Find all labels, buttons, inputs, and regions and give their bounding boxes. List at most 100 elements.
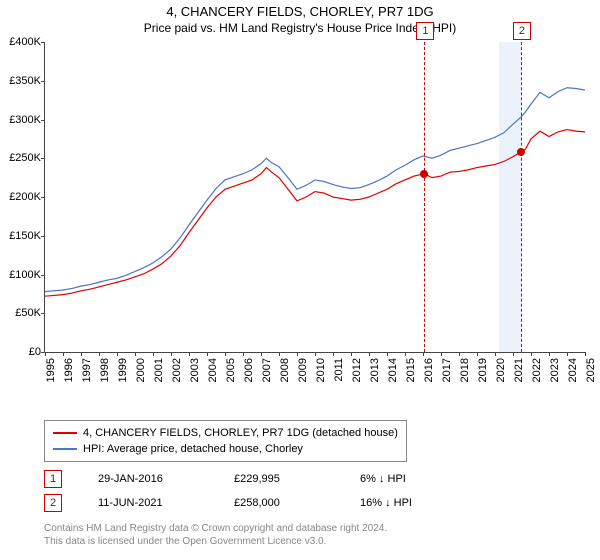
x-tick-label: 1997	[81, 358, 93, 382]
y-tick-label: £200K	[9, 191, 45, 203]
sale-price: £258,000	[234, 497, 324, 509]
x-tick	[207, 352, 208, 356]
sale-date: 29-JAN-2016	[98, 473, 198, 485]
legend-item: 4, CHANCERY FIELDS, CHORLEY, PR7 1DG (de…	[53, 425, 398, 441]
y-tick-label: £150K	[9, 230, 45, 242]
x-tick	[567, 352, 568, 356]
footer-line-1: Contains HM Land Registry data © Crown c…	[44, 522, 387, 535]
y-tick-label: £100K	[9, 269, 45, 281]
legend-item: HPI: Average price, detached house, Chor…	[53, 441, 398, 457]
x-tick-label: 1995	[45, 358, 57, 382]
sale-delta: 16% ↓ HPI	[360, 497, 412, 509]
y-tick-label: £300K	[9, 114, 45, 126]
x-tick	[531, 352, 532, 356]
x-tick-label: 2006	[243, 358, 255, 382]
x-tick-label: 2019	[477, 358, 489, 382]
y-tick-label: £400K	[9, 36, 45, 48]
y-tick-label: £250K	[9, 152, 45, 164]
x-tick	[63, 352, 64, 356]
x-tick-label: 1999	[117, 358, 129, 382]
x-tick-label: 2007	[261, 358, 273, 382]
legend: 4, CHANCERY FIELDS, CHORLEY, PR7 1DG (de…	[44, 420, 407, 462]
x-tick-label: 1996	[63, 358, 75, 382]
x-tick	[387, 352, 388, 356]
marker-vline	[521, 42, 522, 352]
x-tick	[513, 352, 514, 356]
marker-dot	[420, 170, 428, 178]
marker-vline	[424, 42, 425, 352]
x-tick	[45, 352, 46, 356]
marker-box: 1	[416, 22, 434, 40]
x-tick	[405, 352, 406, 356]
x-tick-label: 2022	[531, 358, 543, 382]
sale-marker: 1	[44, 470, 62, 488]
x-tick	[333, 352, 334, 356]
x-tick-label: 2002	[171, 358, 183, 382]
x-tick	[459, 352, 460, 356]
x-tick	[297, 352, 298, 356]
x-tick-label: 2018	[459, 358, 471, 382]
x-tick-label: 2012	[351, 358, 363, 382]
x-tick-label: 2003	[189, 358, 201, 382]
sale-delta: 6% ↓ HPI	[360, 473, 406, 485]
y-tick-label: £50K	[15, 307, 45, 319]
x-tick	[153, 352, 154, 356]
x-tick	[135, 352, 136, 356]
x-tick	[423, 352, 424, 356]
footer-line-2: This data is licensed under the Open Gov…	[44, 535, 387, 548]
x-tick	[99, 352, 100, 356]
x-tick-label: 2000	[135, 358, 147, 382]
x-tick-label: 2017	[441, 358, 453, 382]
x-tick	[315, 352, 316, 356]
legend-label: 4, CHANCERY FIELDS, CHORLEY, PR7 1DG (de…	[83, 427, 398, 439]
x-tick-label: 2013	[369, 358, 381, 382]
x-tick-label: 2014	[387, 358, 399, 382]
x-tick	[261, 352, 262, 356]
footer: Contains HM Land Registry data © Crown c…	[44, 522, 387, 548]
x-tick-label: 1998	[99, 358, 111, 382]
legend-swatch	[53, 432, 77, 434]
x-tick	[225, 352, 226, 356]
legend-swatch	[53, 448, 77, 450]
sale-marker: 2	[44, 494, 62, 512]
chart-title: 4, CHANCERY FIELDS, CHORLEY, PR7 1DG	[0, 0, 600, 19]
covid-shade	[499, 42, 522, 352]
x-tick-label: 2001	[153, 358, 165, 382]
x-tick	[189, 352, 190, 356]
chart-area: £0£50K£100K£150K£200K£250K£300K£350K£400…	[44, 42, 585, 353]
x-tick	[495, 352, 496, 356]
x-tick-label: 2015	[405, 358, 417, 382]
x-tick	[369, 352, 370, 356]
x-tick-label: 2024	[567, 358, 579, 382]
x-tick-label: 2016	[423, 358, 435, 382]
sale-price: £229,995	[234, 473, 324, 485]
x-tick	[351, 352, 352, 356]
x-tick-label: 2004	[207, 358, 219, 382]
y-tick-label: £350K	[9, 75, 45, 87]
x-tick	[441, 352, 442, 356]
x-tick-label: 2025	[585, 358, 597, 382]
marker-dot	[517, 148, 525, 156]
y-tick-label: £0	[29, 346, 45, 358]
x-tick-label: 2008	[279, 358, 291, 382]
x-tick-label: 2020	[495, 358, 507, 382]
x-tick-label: 2011	[333, 358, 345, 382]
x-tick	[117, 352, 118, 356]
x-tick	[171, 352, 172, 356]
marker-box: 2	[513, 22, 531, 40]
chart-subtitle: Price paid vs. HM Land Registry's House …	[0, 19, 600, 39]
x-tick-label: 2010	[315, 358, 327, 382]
x-tick	[279, 352, 280, 356]
sale-row: 2 11-JUN-2021 £258,000 16% ↓ HPI	[44, 494, 412, 512]
legend-label: HPI: Average price, detached house, Chor…	[83, 443, 303, 455]
x-tick	[585, 352, 586, 356]
x-tick-label: 2009	[297, 358, 309, 382]
x-tick	[549, 352, 550, 356]
x-tick	[477, 352, 478, 356]
x-tick-label: 2005	[225, 358, 237, 382]
x-tick	[81, 352, 82, 356]
x-tick	[243, 352, 244, 356]
sale-date: 11-JUN-2021	[98, 497, 198, 509]
x-tick-label: 2021	[513, 358, 525, 382]
sale-row: 1 29-JAN-2016 £229,995 6% ↓ HPI	[44, 470, 406, 488]
